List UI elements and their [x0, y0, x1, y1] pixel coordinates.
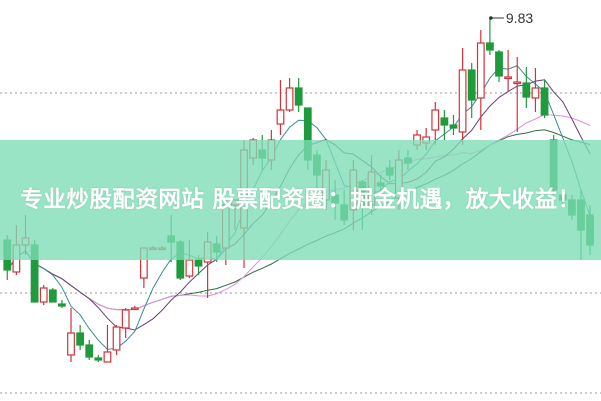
- candle-body: [495, 51, 503, 77]
- candle-body: [58, 303, 66, 307]
- candle-body: [194, 259, 203, 267]
- candle-body: [540, 87, 549, 116]
- candle-body: [85, 344, 94, 358]
- candle-body: [112, 326, 121, 351]
- candle-body: [130, 307, 139, 311]
- candle-body: [48, 289, 57, 303]
- ma5-line: [6, 65, 591, 350]
- high-marker-arrow-head: [489, 16, 493, 20]
- candle-body: [467, 69, 476, 101]
- candle-body: [531, 87, 540, 99]
- candle-body: [486, 42, 494, 51]
- high-price-label: 9.83: [506, 10, 533, 26]
- candle-body: [431, 109, 440, 131]
- candle-body: [76, 332, 85, 346]
- candle-body: [67, 332, 75, 356]
- candle-body: [94, 357, 103, 361]
- candle-body: [449, 124, 458, 129]
- candle-body: [504, 76, 513, 80]
- candle-body: [522, 82, 531, 98]
- candle-body: [39, 287, 48, 303]
- candle-body: [285, 87, 294, 111]
- candle-body: [458, 69, 467, 133]
- candle-body: [121, 309, 130, 329]
- banner-title: 专业炒股配资网站 股票配资圈：掘金机遇，放大收益！: [20, 187, 581, 213]
- candle-body: [103, 351, 112, 363]
- candle-body: [513, 81, 522, 85]
- candle-body: [185, 259, 194, 277]
- candle-body: [294, 87, 303, 106]
- title-banner: 专业炒股配资网站 股票配资圈：掘金机遇，放大收益！: [0, 140, 601, 260]
- candle-body: [440, 117, 449, 126]
- candle-body: [476, 42, 485, 99]
- candle-body: [276, 109, 285, 125]
